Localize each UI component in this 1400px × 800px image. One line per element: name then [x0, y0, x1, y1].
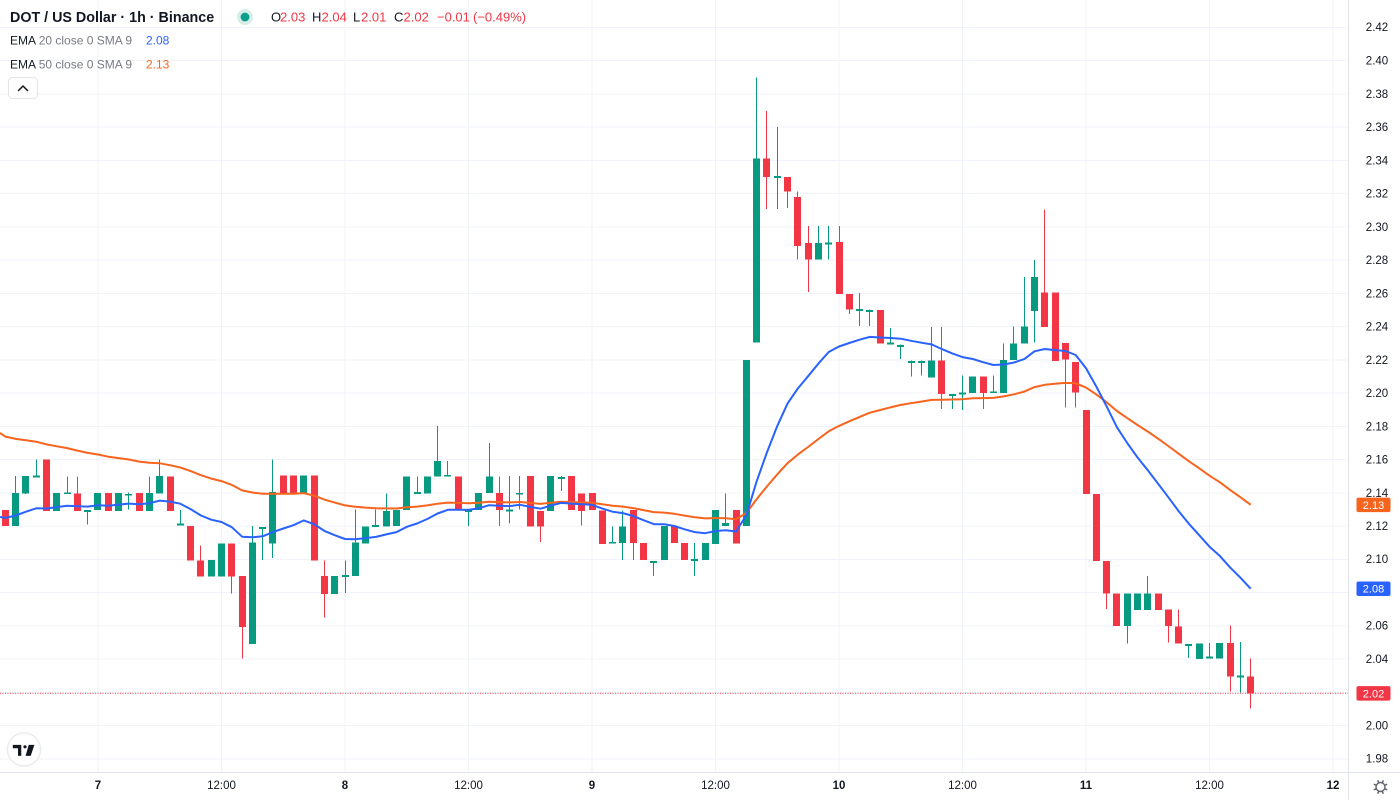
- svg-text:EMA 50 close 0 SMA 9: EMA 50 close 0 SMA 9: [10, 58, 132, 72]
- svg-text:EMA 20 close 0 SMA 9: EMA 20 close 0 SMA 9: [10, 34, 132, 48]
- svg-text:1.98: 1.98: [1366, 754, 1388, 766]
- svg-text:2.08: 2.08: [146, 34, 170, 48]
- svg-text:2.12: 2.12: [1366, 521, 1388, 533]
- svg-text:(−0.49%): (−0.49%): [473, 10, 526, 25]
- svg-text:2.01: 2.01: [361, 10, 386, 25]
- svg-text:2.02: 2.02: [1363, 688, 1384, 700]
- svg-text:2.20: 2.20: [1366, 388, 1388, 400]
- svg-text:2.32: 2.32: [1366, 189, 1388, 201]
- svg-text:2.28: 2.28: [1366, 255, 1388, 267]
- svg-text:2.16: 2.16: [1366, 455, 1388, 467]
- svg-text:2.36: 2.36: [1366, 122, 1388, 134]
- svg-text:12:00: 12:00: [207, 780, 236, 792]
- svg-text:C: C: [394, 10, 403, 25]
- svg-text:2.02: 2.02: [404, 10, 429, 25]
- svg-text:12:00: 12:00: [701, 780, 730, 792]
- svg-text:2.10: 2.10: [1366, 554, 1388, 566]
- svg-text:2.40: 2.40: [1366, 56, 1388, 68]
- svg-text:12:00: 12:00: [1195, 780, 1224, 792]
- svg-text:2.42: 2.42: [1366, 22, 1388, 34]
- svg-text:2.38: 2.38: [1366, 89, 1388, 101]
- svg-text:12:00: 12:00: [454, 780, 483, 792]
- svg-text:9: 9: [589, 780, 595, 792]
- svg-text:−0.01: −0.01: [437, 10, 470, 25]
- svg-text:12:00: 12:00: [948, 780, 977, 792]
- svg-text:2.14: 2.14: [1366, 488, 1389, 500]
- svg-text:2.30: 2.30: [1366, 222, 1388, 234]
- svg-text:11: 11: [1080, 780, 1093, 792]
- svg-text:2.26: 2.26: [1366, 288, 1388, 300]
- svg-text:7: 7: [95, 780, 101, 792]
- svg-text:10: 10: [833, 780, 846, 792]
- svg-text:L: L: [353, 10, 360, 25]
- svg-text:2.24: 2.24: [1366, 322, 1389, 334]
- svg-text:H: H: [312, 10, 321, 25]
- svg-text:2.08: 2.08: [1363, 584, 1384, 596]
- svg-text:2.13: 2.13: [146, 58, 170, 72]
- svg-text:2.22: 2.22: [1366, 355, 1388, 367]
- svg-text:8: 8: [342, 780, 349, 792]
- svg-text:2.04: 2.04: [1366, 654, 1389, 666]
- svg-text:O: O: [271, 10, 281, 25]
- svg-text:12: 12: [1327, 780, 1340, 792]
- svg-text:DOT / US Dollar · 1h · Binance: DOT / US Dollar · 1h · Binance: [10, 10, 214, 26]
- svg-text:2.18: 2.18: [1366, 421, 1388, 433]
- svg-text:2.06: 2.06: [1366, 621, 1388, 633]
- svg-text:2.00: 2.00: [1366, 721, 1388, 733]
- svg-text:2.03: 2.03: [280, 10, 305, 25]
- svg-text:2.13: 2.13: [1363, 500, 1384, 512]
- svg-text:2.34: 2.34: [1366, 155, 1389, 167]
- svg-text:2.04: 2.04: [322, 10, 347, 25]
